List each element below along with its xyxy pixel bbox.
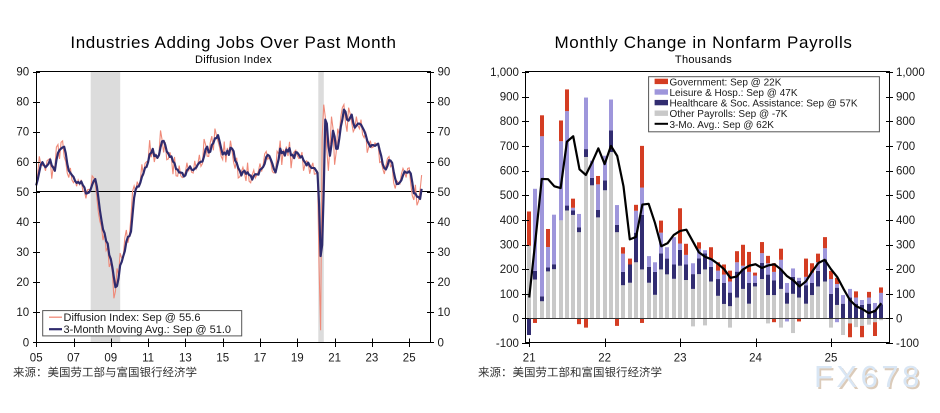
svg-text:800: 800 (500, 116, 519, 128)
svg-text:Leisure & Hosp.: Sep @ 47K: Leisure & Hosp.: Sep @ 47K (670, 88, 798, 99)
svg-text:50: 50 (438, 187, 451, 199)
svg-text:60: 60 (16, 157, 29, 169)
svg-text:200: 200 (896, 264, 915, 276)
svg-text:300: 300 (896, 240, 915, 252)
svg-text:400: 400 (896, 215, 915, 227)
svg-text:600: 600 (500, 166, 519, 178)
svg-text:17: 17 (254, 353, 267, 365)
svg-text:200: 200 (500, 264, 519, 276)
svg-text:11: 11 (142, 353, 154, 365)
svg-text:60: 60 (438, 157, 451, 169)
svg-text:40: 40 (438, 217, 451, 229)
svg-text:10: 10 (16, 307, 29, 319)
svg-text:Government: Sep @ 22K: Government: Sep @ 22K (670, 77, 782, 88)
svg-text:40: 40 (16, 217, 29, 229)
svg-text:Healthcare & Soc. Assistance:: Healthcare & Soc. Assistance: Sep @ 57K (670, 99, 858, 110)
svg-text:400: 400 (500, 215, 519, 227)
svg-text:-100: -100 (496, 338, 519, 350)
svg-text:13: 13 (179, 353, 192, 365)
svg-text:80: 80 (16, 97, 29, 109)
svg-text:10: 10 (438, 307, 451, 319)
svg-text:Other Payrolls: Sep @ -7K: Other Payrolls: Sep @ -7K (670, 109, 788, 120)
svg-text:25: 25 (403, 353, 416, 365)
svg-text:Diffusion Index: Sep @ 55.6: Diffusion Index: Sep @ 55.6 (64, 312, 201, 324)
svg-text:20: 20 (438, 277, 451, 289)
svg-text:21: 21 (523, 353, 536, 365)
svg-text:30: 30 (16, 247, 29, 259)
svg-text:900: 900 (500, 92, 519, 104)
svg-text:70: 70 (438, 127, 451, 139)
svg-text:09: 09 (104, 353, 117, 365)
svg-text:600: 600 (896, 166, 915, 178)
svg-text:Thousands: Thousands (675, 54, 732, 66)
svg-text:FX678: FX678 (814, 359, 923, 394)
svg-text:22: 22 (598, 353, 611, 365)
svg-text:300: 300 (500, 240, 519, 252)
svg-text:24: 24 (749, 353, 762, 365)
svg-text:Industries Adding Jobs Over Pa: Industries Adding Jobs Over Past Month (70, 33, 396, 52)
svg-text:25: 25 (825, 353, 838, 365)
svg-text:0: 0 (438, 337, 444, 349)
svg-text:700: 700 (896, 141, 915, 153)
svg-text:23: 23 (674, 353, 687, 365)
svg-text:50: 50 (16, 187, 29, 199)
svg-text:500: 500 (896, 190, 915, 202)
svg-text:-100: -100 (896, 338, 919, 350)
svg-text:23: 23 (366, 353, 379, 365)
svg-text:05: 05 (30, 353, 43, 365)
svg-text:70: 70 (16, 127, 29, 139)
svg-text:0: 0 (512, 314, 518, 326)
svg-text:Monthly Change in Nonfarm Payr: Monthly Change in Nonfarm Payrolls (555, 33, 853, 52)
svg-text:900: 900 (896, 92, 915, 104)
svg-text:1,000: 1,000 (490, 67, 519, 79)
svg-text:3-Month Moving Avg.: Sep @ 51.: 3-Month Moving Avg.: Sep @ 51.0 (64, 324, 232, 336)
svg-text:100: 100 (896, 289, 915, 301)
svg-text:21: 21 (328, 353, 341, 365)
svg-text:80: 80 (438, 97, 451, 109)
svg-text:1,000: 1,000 (896, 67, 925, 79)
svg-text:Diffusion Index: Diffusion Index (195, 54, 272, 66)
svg-text:500: 500 (500, 190, 519, 202)
svg-text:FX678: FX678 (816, 361, 925, 396)
svg-text:20: 20 (16, 277, 29, 289)
svg-text:30: 30 (438, 247, 451, 259)
svg-text:0: 0 (896, 314, 902, 326)
svg-text:19: 19 (291, 353, 304, 365)
svg-text:15: 15 (216, 353, 229, 365)
svg-text:90: 90 (438, 67, 451, 79)
svg-text:0: 0 (23, 337, 29, 349)
svg-text:90: 90 (16, 67, 29, 79)
svg-text:700: 700 (500, 141, 519, 153)
svg-text:800: 800 (896, 116, 915, 128)
svg-text:3-Mo. Avg.: Sep @ 62K: 3-Mo. Avg.: Sep @ 62K (670, 120, 775, 131)
svg-text:07: 07 (67, 353, 80, 365)
svg-text:100: 100 (500, 289, 519, 301)
